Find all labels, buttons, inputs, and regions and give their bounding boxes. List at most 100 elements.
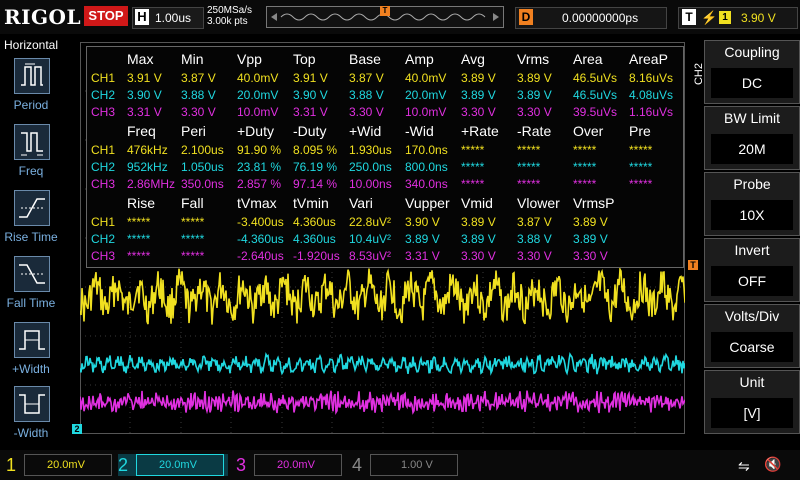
waveform-trace — [80, 266, 685, 325]
measure-value: 3.30 V — [461, 249, 496, 263]
ch2-scale: 20.0mV — [159, 459, 197, 471]
ch2-number: 2 — [118, 455, 129, 475]
delay-label: D — [519, 9, 533, 25]
measure-value: 4.360us — [293, 232, 336, 246]
freq-icon — [14, 124, 50, 160]
ch4-status[interactable]: 4 1.00 V — [352, 454, 460, 476]
measure-header: Min — [181, 51, 204, 67]
measure-value: ***** — [461, 160, 485, 174]
measure-header: tVmin — [293, 195, 329, 211]
timebase-value: 1.00us — [155, 11, 192, 25]
measure-value: 476kHz — [127, 143, 168, 157]
measure-value: 3.90 V — [405, 215, 440, 229]
measure-value: 8.16uVs — [629, 71, 674, 85]
measure-header: VrmsP — [573, 195, 615, 211]
measure-value: 10.00ns — [349, 177, 392, 191]
measure-header: Area — [573, 51, 603, 67]
measure-value: -1.920us — [293, 249, 340, 263]
measure-value: 3.88 V — [517, 232, 552, 246]
run-stop-indicator[interactable]: STOP — [84, 6, 128, 26]
measure-value: 1.16uVs — [629, 105, 674, 119]
measure-header: Vmid — [461, 195, 493, 211]
measure-header: -Duty — [293, 123, 327, 139]
measure-header: Pre — [629, 123, 651, 139]
measure-value: 3.91 V — [127, 71, 162, 85]
measurement-category-panel: Horizontal Period Freq Rise Time Fall Ti… — [0, 34, 62, 450]
measure-value: 1.930us — [349, 143, 392, 157]
rise-time-label: Rise Time — [4, 230, 58, 244]
timebase-box[interactable]: H 1.00us — [132, 7, 204, 29]
trigger-box[interactable]: T ⚡ 1 3.90 V — [678, 7, 798, 29]
fall-time-label: Fall Time — [6, 296, 56, 310]
measure-value: 20.0mV — [237, 88, 279, 102]
measure-value: 350.0ns — [181, 177, 224, 191]
fall-time-icon — [14, 256, 50, 292]
measure-value: 4.360us — [293, 215, 336, 229]
ch2-status[interactable]: 2 20.0mV — [118, 454, 228, 476]
waveform-trace — [80, 351, 685, 376]
measure-header: tVmax — [237, 195, 277, 211]
measure-value: 3.30 V — [517, 105, 552, 119]
measure-value: ***** — [127, 249, 151, 263]
measurement-results-table: Max Min Vpp Top Base Amp Avg Vrms Area AreaP CH1 3.… — [86, 46, 684, 268]
measure-header: Avg — [461, 51, 485, 67]
measure-value: ***** — [461, 177, 485, 191]
probe-menu[interactable]: Probe 10X — [704, 172, 800, 236]
bw-limit-menu[interactable]: BW Limit 20M — [704, 106, 800, 170]
memory-waveform-overview[interactable]: T — [266, 6, 504, 28]
ch2-offset-marker[interactable]: 2 — [72, 424, 82, 434]
measure-value: 40.0mV — [405, 71, 447, 85]
probe-title: Probe — [733, 176, 771, 192]
measure-value: ***** — [181, 215, 205, 229]
usb-icon: ⇋ — [738, 458, 750, 474]
unit-menu[interactable]: Unit [V] — [704, 370, 800, 434]
measure-value: 91.90 % — [237, 143, 282, 157]
trigger-level-marker[interactable]: T — [688, 260, 698, 270]
ch3-status[interactable]: 3 20.0mV — [236, 454, 344, 476]
measure-channel-label: CH1 — [91, 215, 116, 229]
acquisition-info: 250MSa/s 3.00k pts — [207, 5, 252, 27]
waveform-trace — [80, 390, 685, 415]
ch3-number: 3 — [236, 455, 247, 475]
measure-value: 3.30 V — [573, 249, 608, 263]
measure-value: ***** — [629, 143, 653, 157]
volts-div-menu[interactable]: Volts/Div Coarse — [704, 304, 800, 368]
measure-value: 8.53uV² — [349, 249, 392, 263]
measure-value: 39.5uVs — [573, 105, 618, 119]
speaker-muted-icon[interactable]: 🔇 — [764, 456, 782, 472]
measure-header: Base — [349, 51, 381, 67]
delay-box[interactable]: D 0.00000000ps — [515, 7, 667, 29]
trigger-label: T — [682, 9, 696, 25]
measure-channel-label: CH2 — [91, 232, 116, 246]
measure-header: Amp — [405, 51, 434, 67]
measure-value: ***** — [181, 249, 205, 263]
pos-width-icon — [14, 322, 50, 358]
unit-title: Unit — [739, 374, 765, 390]
ch1-status[interactable]: 1 20.0mV — [6, 454, 114, 476]
invert-title: Invert — [734, 242, 770, 258]
measure-value: 170.0ns — [405, 143, 448, 157]
measure-value: 3.87 V — [349, 71, 384, 85]
trigger-position-marker: T — [380, 6, 390, 16]
measure-value: 340.0ns — [405, 177, 448, 191]
measure-value: 3.89 V — [573, 215, 608, 229]
invert-menu[interactable]: Invert OFF — [704, 238, 800, 302]
neg-width-icon — [14, 386, 50, 422]
measure-value: 3.30 V — [461, 105, 496, 119]
measure-value: 46.5uVs — [573, 71, 618, 85]
measure-channel-label: CH1 — [91, 71, 116, 85]
measure-value: 3.30 V — [349, 105, 384, 119]
measure-channel-label: CH2 — [91, 160, 116, 174]
measure-value: 3.90 V — [127, 88, 162, 102]
measure-value: 23.81 % — [237, 160, 282, 174]
coupling-menu[interactable]: Coupling DC — [704, 40, 800, 104]
ch1-scale: 20.0mV — [47, 459, 85, 471]
measure-header: Vrms — [517, 51, 550, 67]
measure-value: 8.095 % — [293, 143, 338, 157]
measure-value: -4.360us — [237, 232, 284, 246]
freq-label: Freq — [18, 164, 44, 178]
measure-value: 2.100us — [181, 143, 224, 157]
measure-header: -Rate — [517, 123, 552, 139]
bw-limit-value: 20M — [711, 134, 793, 164]
measure-header: Top — [293, 51, 316, 67]
